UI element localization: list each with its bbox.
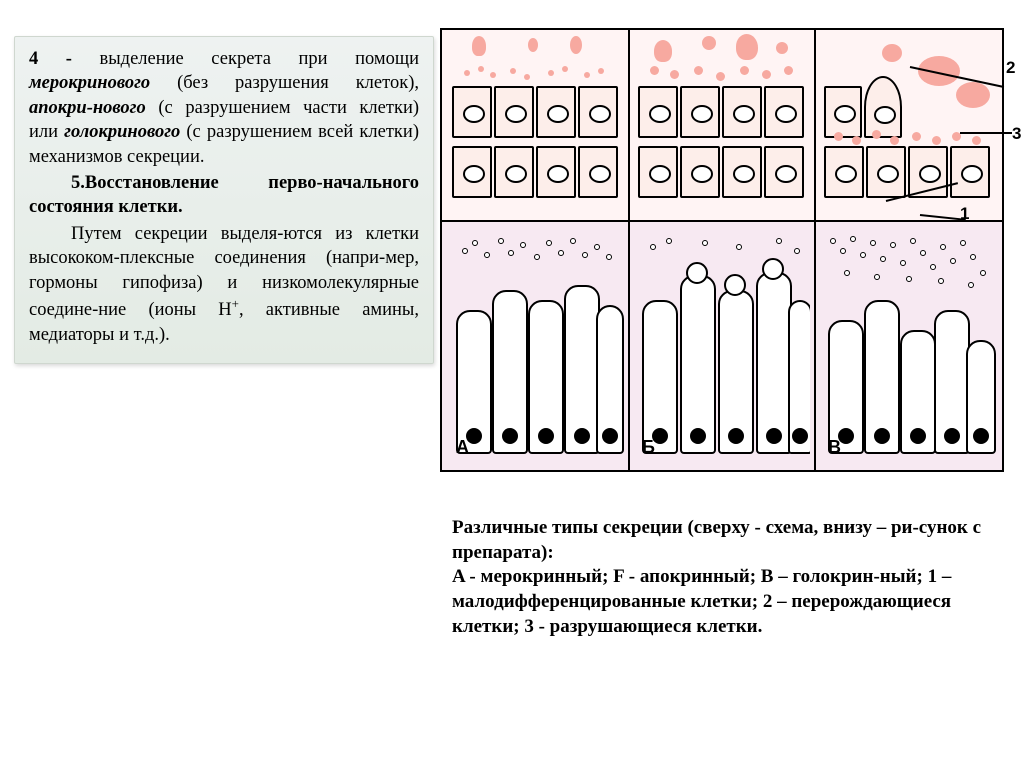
leader-line <box>960 132 1012 134</box>
term-holocrine: голокринового <box>64 122 180 142</box>
panel-scheme-merocrine <box>450 36 624 212</box>
para-5: 5.Восстановление перво-начального состоя… <box>29 171 419 220</box>
slide-page: 4 - выделение секрета при помощи мерокри… <box>0 0 1024 767</box>
apical-bleb <box>776 42 788 54</box>
panel-letter-c: В <box>828 437 841 458</box>
panel-scheme-apocrine <box>636 36 810 212</box>
para4-a: выделение секрета при помощи <box>100 49 419 69</box>
main-text-box: 4 - выделение секрета при помощи мерокри… <box>14 36 434 364</box>
lysed-cell <box>882 44 902 62</box>
para4-num: 4 - <box>29 49 100 69</box>
para4-b: (без разрушения клеток), <box>177 73 419 93</box>
secretion-figure: А Б <box>440 28 1024 486</box>
secretion-blob <box>570 36 582 54</box>
para3-sup: + <box>232 296 239 311</box>
figure-label-1: 1 <box>960 204 969 224</box>
panel-histo-apocrine: Б <box>636 230 810 462</box>
panel-histo-merocrine: А <box>450 230 624 462</box>
panel-letter-b: Б <box>642 437 655 458</box>
apical-bleb <box>736 34 758 60</box>
secretion-blob <box>528 38 538 52</box>
figure-frame: А Б <box>440 28 1004 472</box>
term-apocrine: апокри-нового <box>29 98 146 118</box>
para-4: 4 - выделение секрета при помощи мерокри… <box>29 47 419 169</box>
apical-bleb <box>702 36 716 50</box>
panel-histo-holocrine: В <box>822 230 996 462</box>
para-secretion: Путем секреции выделя-ются из клетки выс… <box>29 222 419 347</box>
caption-line2: A - мерокринный; F - апокринный; B – гол… <box>452 565 1014 639</box>
apical-bleb <box>686 262 708 284</box>
figure-label-3: 3 <box>1012 124 1021 144</box>
para5-lead: 5.Восстановление <box>71 173 219 193</box>
apical-bleb <box>762 258 784 280</box>
figure-label-2: 2 <box>1006 58 1015 78</box>
panel-letter-a: А <box>456 437 469 458</box>
apical-bleb <box>654 40 672 62</box>
figure-caption: Различные типы секреции (сверху - схема,… <box>452 516 1014 639</box>
divider-1 <box>628 30 630 470</box>
divider-2 <box>814 30 816 470</box>
secretion-blob <box>472 36 486 56</box>
panel-scheme-holocrine <box>822 36 996 212</box>
term-merocrine: мерокринового <box>29 73 150 93</box>
caption-line1: Различные типы секреции (сверху - схема,… <box>452 516 1014 565</box>
apical-bleb <box>724 274 746 296</box>
